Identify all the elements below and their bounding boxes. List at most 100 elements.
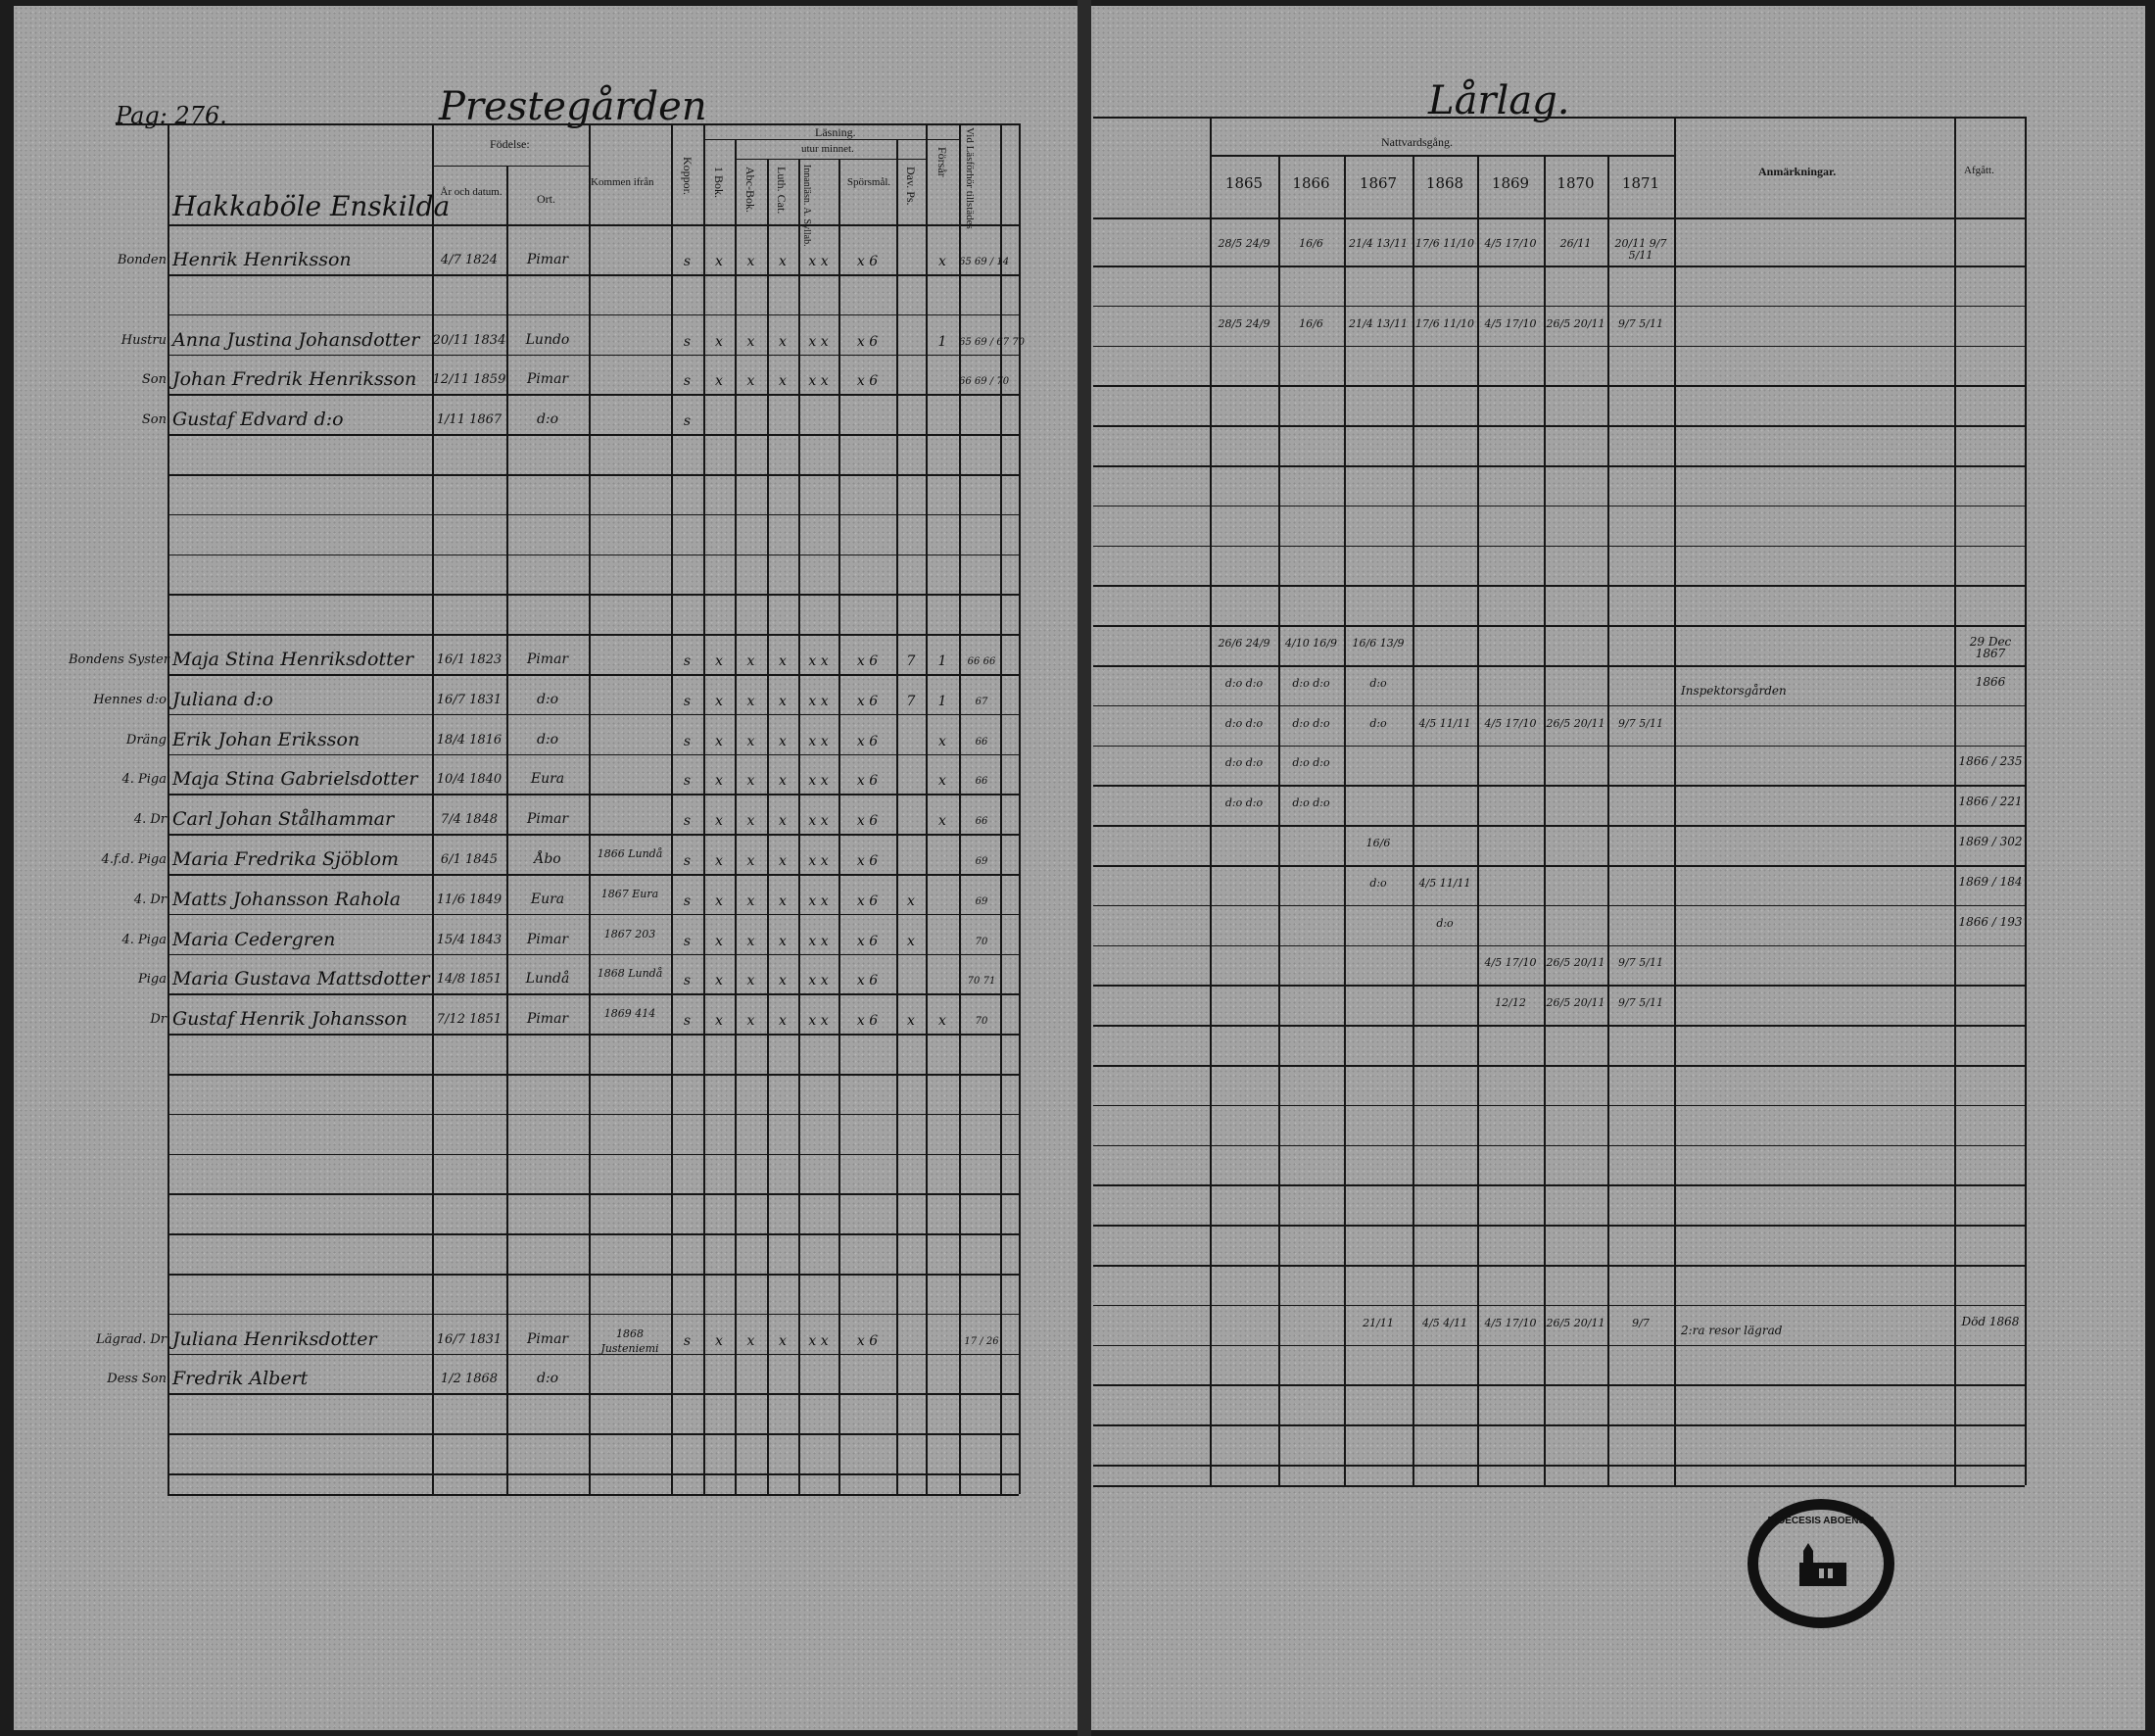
reading-mark: s	[683, 973, 692, 989]
communion-date: 16/6 13/9	[1352, 637, 1405, 650]
person-name: Gustaf Edvard d:o	[172, 409, 344, 431]
reading-mark: x x	[808, 773, 829, 790]
right-column-rule	[1954, 117, 1956, 1485]
departed-note: 1869 / 302	[1958, 835, 2023, 848]
communion-date: 4/5 11/11	[1418, 876, 1471, 890]
left-row-rule	[168, 1473, 1019, 1475]
reading-mark: x x	[808, 853, 829, 869]
communion-date: 28/5 24/9	[1218, 237, 1270, 250]
departed-note: 1866 / 221	[1958, 795, 2023, 809]
right-row-rule	[1093, 1025, 2025, 1027]
left-row-rule	[168, 1393, 1019, 1395]
communion-date: 26/5 20/11	[1546, 956, 1605, 970]
right-row-rule	[1093, 944, 2025, 947]
reading-mark: x 6	[856, 693, 879, 709]
farm-title: Prestegården	[439, 84, 707, 129]
reading-mark: 66	[975, 816, 988, 828]
reading-mark: x 6	[856, 653, 879, 669]
right-row-rule	[1093, 704, 2025, 707]
reading-mark: x	[907, 892, 915, 909]
header-communion: Nattvardsgång.	[1381, 135, 1453, 149]
communion-date: 26/5 20/11	[1546, 316, 1605, 330]
reading-mark: x	[779, 653, 787, 669]
left-column-rule	[1019, 123, 1021, 1494]
left-row-rule	[168, 394, 1019, 396]
estate-title: Lårlag.	[1428, 78, 1570, 123]
left-row-rule	[168, 474, 1019, 476]
birth-place: d:o	[536, 411, 559, 428]
person-name: Maja Stina Henriksdotter	[172, 649, 414, 670]
birth-place: Lundå	[525, 971, 570, 988]
right-bottom-rule	[1093, 1485, 2025, 1487]
reading-mark: 66	[975, 776, 988, 788]
communion-date: d:o d:o	[1292, 716, 1330, 730]
occupation-label: 4. Dr	[133, 892, 167, 907]
right-column-rule	[1674, 117, 1676, 1485]
reading-mark: 66 66	[967, 656, 996, 667]
person-name: Maria Fredrika Sjöblom	[172, 848, 400, 870]
right-column-rule	[2025, 117, 2027, 1485]
reading-mark: x x	[808, 254, 829, 269]
person-name: Anna Justina Johansdotter	[172, 328, 420, 351]
communion-date: d:o d:o	[1292, 756, 1330, 770]
occupation-label: Dr	[150, 1012, 167, 1028]
left-row-rule	[168, 1034, 1019, 1036]
reading-mark: x x	[808, 653, 829, 669]
reading-mark: x	[779, 773, 787, 790]
came-from: 1868 Justeniemi	[600, 1326, 659, 1355]
reading-mark: s	[683, 733, 692, 749]
reading-mark: s	[683, 693, 692, 709]
year-header: 1869	[1491, 174, 1530, 192]
reading-mark: x	[715, 733, 723, 749]
reading-mark: x	[746, 1013, 755, 1030]
reading-mark: x	[715, 653, 723, 669]
reading-mark: x 6	[856, 1013, 879, 1030]
communion-date: 26/11	[1559, 237, 1592, 250]
communion-date: d:o	[1369, 676, 1387, 690]
reading-mark: x	[746, 693, 755, 709]
came-from: 1866 Lundå	[597, 847, 663, 860]
reading-mark: 7	[906, 693, 916, 709]
header-luth: Luth. Cat.	[775, 167, 789, 215]
right-column-rule	[1477, 155, 1479, 1485]
birth-place: Pimar	[526, 252, 569, 267]
reading-mark: x	[715, 693, 723, 709]
reading-mark: s	[683, 813, 692, 830]
occupation-label: Dess Son	[107, 1372, 167, 1387]
left-row-rule	[168, 554, 1019, 556]
reading-subrule	[703, 139, 959, 140]
left-row-rule	[168, 434, 1019, 436]
communion-date: 9/7 5/11	[1618, 996, 1663, 1010]
reading-mark: x	[907, 933, 915, 949]
communion-date: 4/5 17/10	[1484, 237, 1537, 250]
right-row-rule	[1093, 1144, 2025, 1147]
birth-date: 15/4 1843	[436, 932, 503, 947]
left-column-rule	[432, 123, 434, 1494]
birth-place: Pimar	[526, 1011, 569, 1028]
communion-date: 17/6 11/10	[1415, 237, 1474, 250]
left-row-rule	[168, 713, 1019, 716]
birth-place: Åbo	[534, 851, 561, 867]
header-book1: 1 Bok.	[712, 167, 726, 199]
reading-mark: x	[779, 373, 787, 390]
reading-mark: 66 69 / 70	[959, 376, 1010, 388]
communion-date: 9/7 5/11	[1618, 316, 1663, 330]
communion-date: 26/5 20/11	[1546, 1316, 1605, 1329]
reading-mark: x	[715, 933, 723, 949]
reading-mark: s	[683, 892, 692, 909]
birth-date: 7/12 1851	[436, 1012, 503, 1028]
right-row-rule	[1093, 985, 2025, 987]
reading-mark: x	[746, 254, 755, 269]
left-row-rule	[168, 753, 1019, 756]
reading-mark: 69	[975, 856, 988, 867]
diocese-stamp: DIOECESIS ABOENSIS	[1748, 1499, 1894, 1628]
person-name: Juliana d:o	[172, 688, 273, 710]
year-header: 1867	[1359, 174, 1398, 192]
departed-note: 1866 / 193	[1958, 914, 2023, 929]
communion-date: d:o d:o	[1224, 716, 1264, 730]
occupation-label: Hennes d:o	[93, 692, 167, 707]
reading-mark: x	[715, 1332, 723, 1349]
communion-date: 16/6	[1365, 837, 1391, 849]
birth-subrule	[432, 166, 589, 167]
right-row-rule	[1093, 625, 2025, 627]
